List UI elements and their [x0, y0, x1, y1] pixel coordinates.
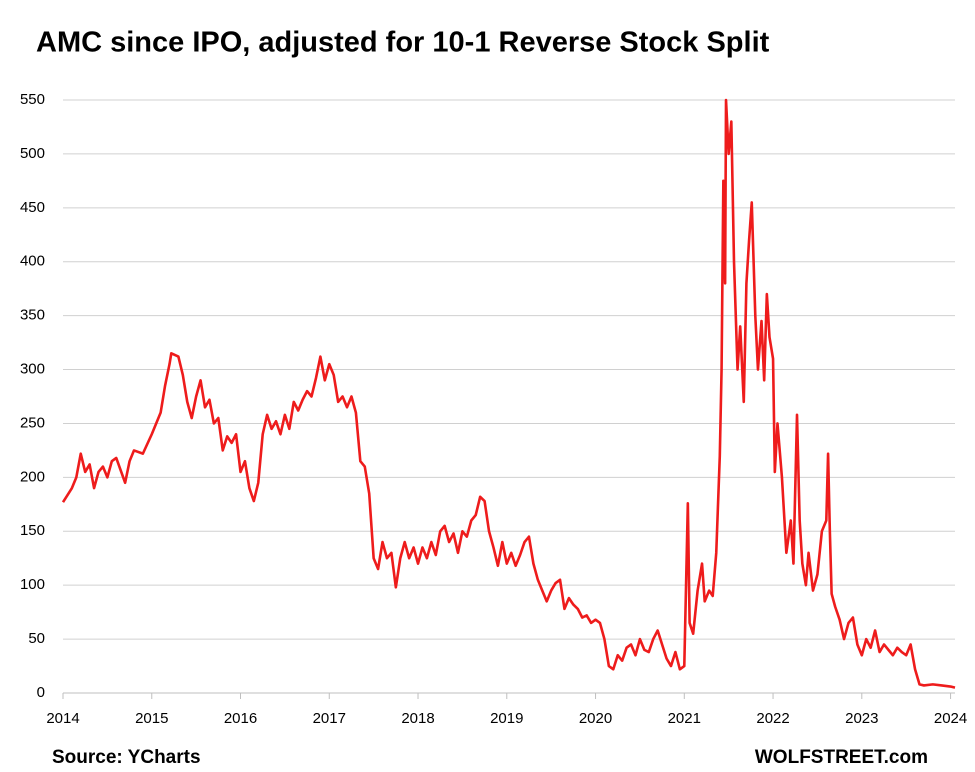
- y-tick-label: 150: [20, 522, 45, 539]
- x-tick-label: 2014: [46, 710, 79, 727]
- y-tick-label: 0: [37, 684, 45, 701]
- y-tick-label: 100: [20, 576, 45, 593]
- y-tick-label: 450: [20, 199, 45, 216]
- x-tick-label: 2015: [135, 710, 168, 727]
- x-tick-label: 2018: [401, 710, 434, 727]
- price-line: [61, 98, 956, 689]
- y-tick-label: 50: [28, 630, 45, 647]
- y-tick-label: 550: [20, 91, 45, 108]
- y-tick-label: 400: [20, 253, 45, 270]
- x-tick-label: 2022: [756, 710, 789, 727]
- y-tick-label: 200: [20, 468, 45, 485]
- x-tick-label: 2016: [224, 710, 257, 727]
- x-tick-label: 2024: [934, 710, 967, 727]
- x-tick-label: 2020: [579, 710, 612, 727]
- y-tick-label: 300: [20, 361, 45, 378]
- x-tick-label: 2017: [313, 710, 346, 727]
- chart-title: AMC since IPO, adjusted for 10-1 Reverse…: [36, 27, 770, 59]
- x-tick-label: 2021: [668, 710, 701, 727]
- y-tick-label: 250: [20, 414, 45, 431]
- source-note: Source: YCharts: [52, 747, 201, 768]
- x-tick-label: 2019: [490, 710, 523, 727]
- y-tick-label: 350: [20, 307, 45, 324]
- y-tick-label: 500: [20, 145, 45, 162]
- x-tick-label: 2023: [845, 710, 878, 727]
- credit-note: WOLFSTREET.com: [755, 747, 928, 768]
